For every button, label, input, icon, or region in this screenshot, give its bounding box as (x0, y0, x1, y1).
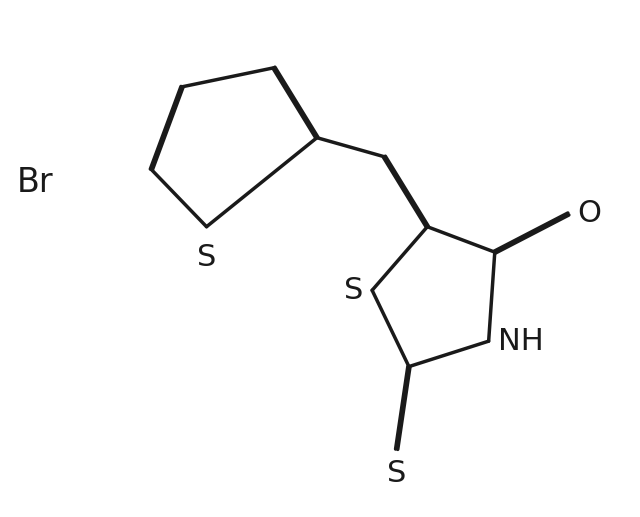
Text: S: S (344, 276, 363, 305)
Text: S: S (197, 242, 216, 271)
Text: Br: Br (17, 166, 53, 199)
Text: S: S (387, 459, 406, 488)
Text: NH: NH (498, 327, 543, 356)
Text: O: O (577, 200, 602, 229)
